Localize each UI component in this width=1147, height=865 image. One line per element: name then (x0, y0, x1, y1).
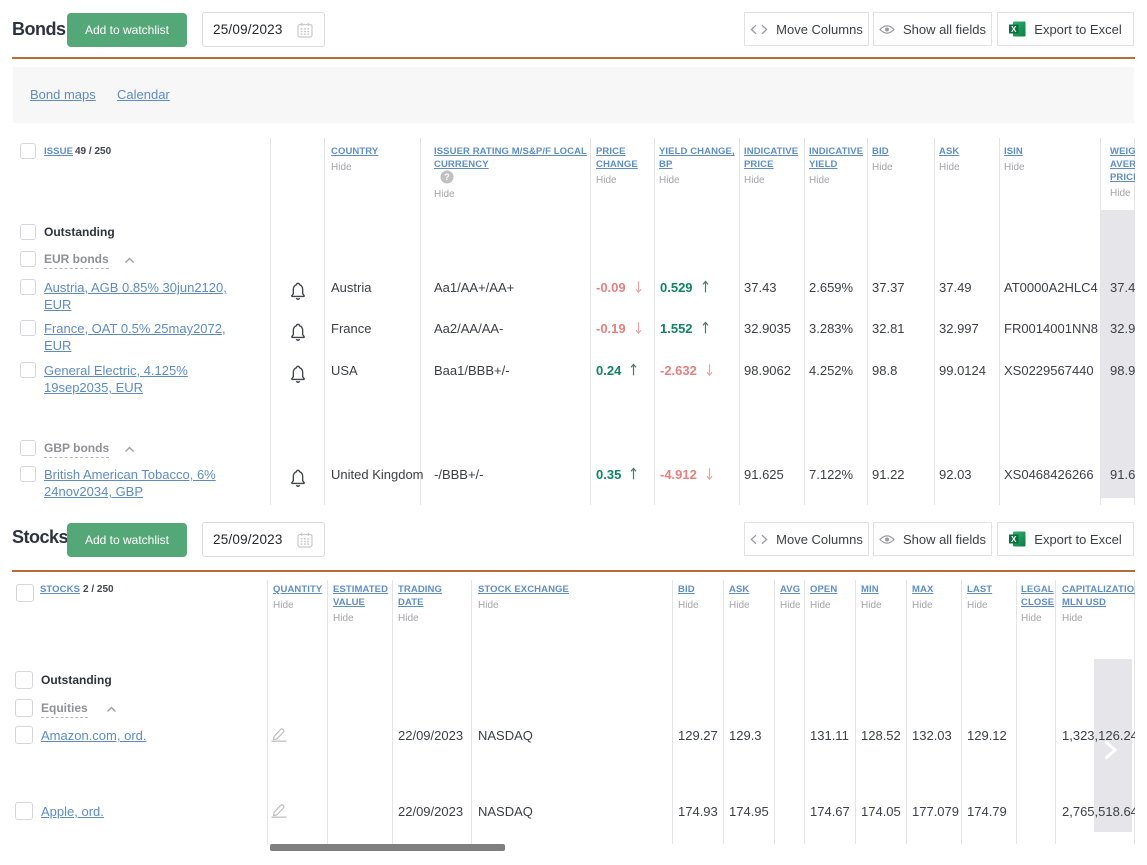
svg-text:X: X (1011, 25, 1017, 34)
svg-text:?: ? (444, 172, 450, 182)
svg-text:X: X (1011, 535, 1017, 544)
